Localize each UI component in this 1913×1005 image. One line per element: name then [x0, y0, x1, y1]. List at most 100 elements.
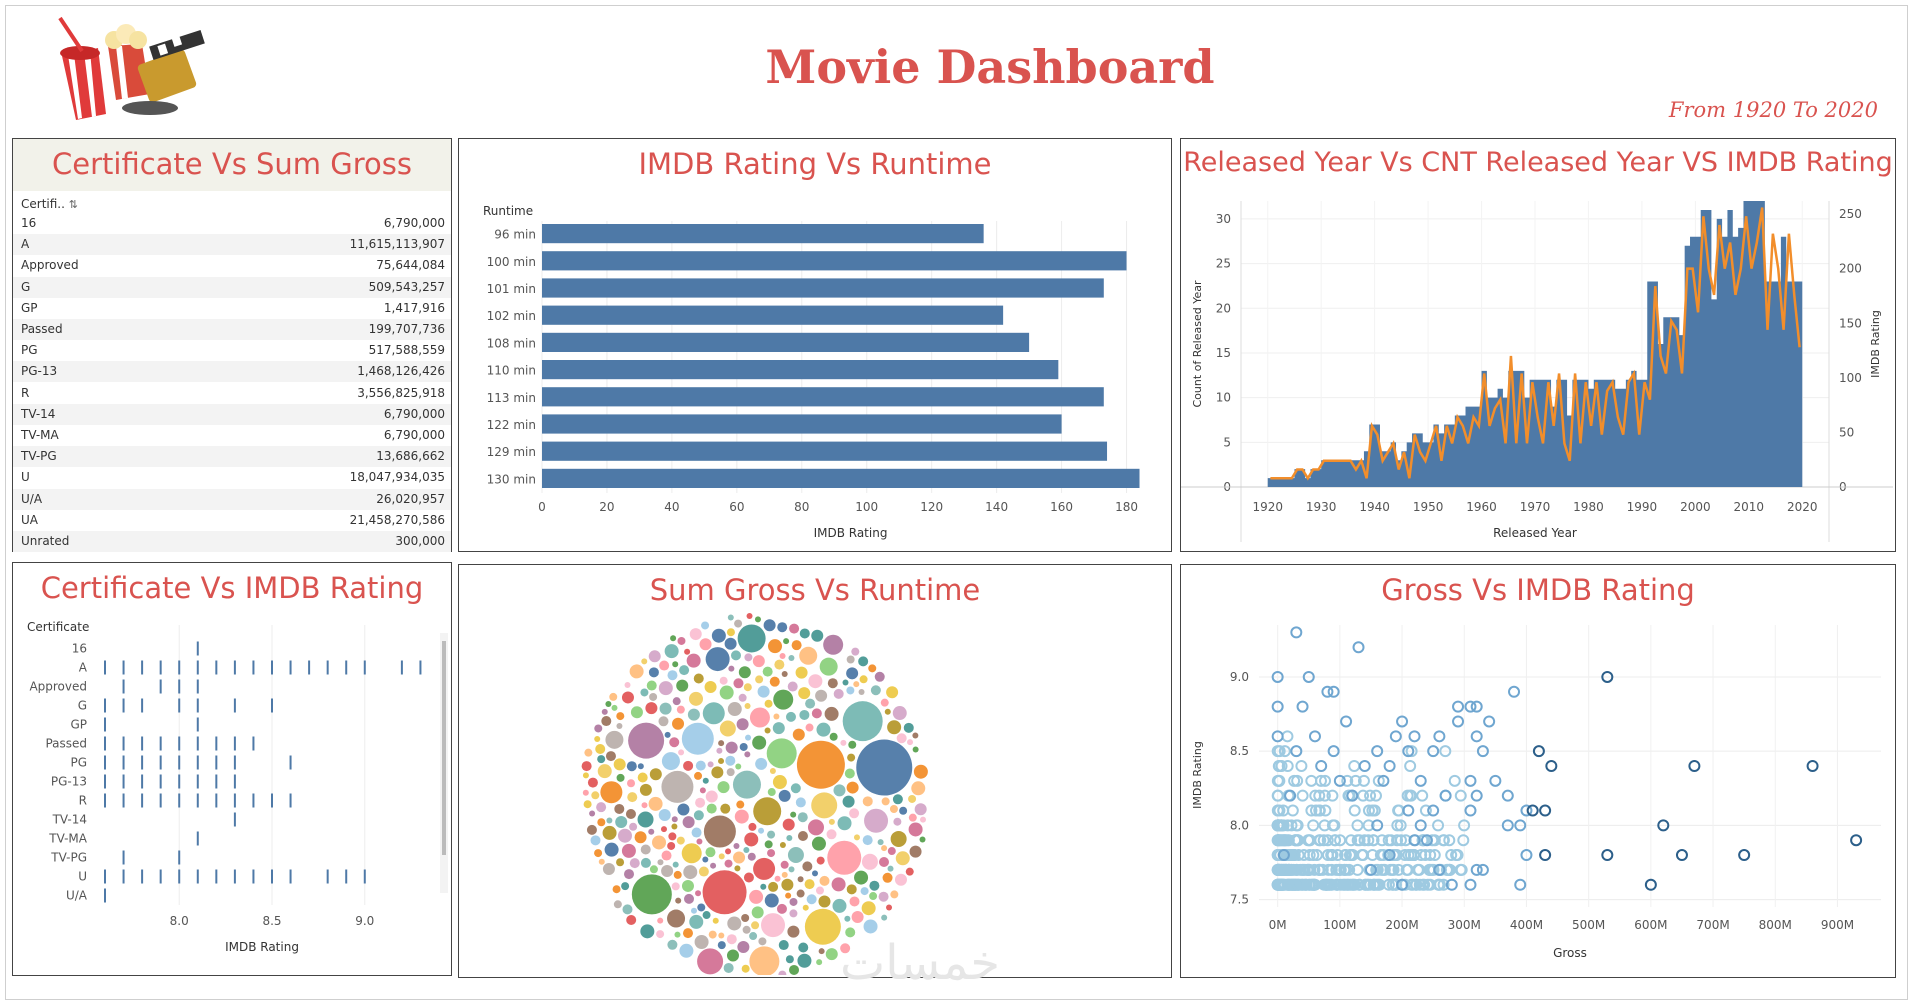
bubble — [749, 932, 758, 941]
table-row[interactable]: G 509,543,257 — [13, 276, 451, 298]
bubble — [718, 740, 725, 747]
bubble — [679, 943, 694, 958]
scatter-point — [1445, 878, 1458, 891]
y-tick-label: PG-13 — [51, 775, 87, 789]
scatter-point — [1452, 715, 1465, 728]
bubble — [782, 818, 795, 831]
scatter-point — [1302, 863, 1315, 876]
x-tick-label: 1920 — [1252, 500, 1283, 514]
bubble — [711, 628, 726, 643]
x-tick-label: 0M — [1269, 918, 1287, 932]
bubble — [764, 727, 771, 734]
scatter-point — [1307, 849, 1320, 862]
table-row[interactable]: U/A 26,020,957 — [13, 488, 451, 510]
bubble — [868, 664, 877, 673]
gross-cell: 75,644,084 — [376, 258, 445, 273]
scatter-point — [1464, 878, 1477, 891]
bubble — [797, 953, 812, 968]
bubble — [783, 638, 790, 645]
bubble — [667, 841, 676, 850]
table-row[interactable]: Passed 199,707,736 — [13, 319, 451, 340]
table-row[interactable]: Unrated 300,000 — [13, 531, 451, 552]
y-tick-label: 129 min — [487, 445, 536, 459]
table-row[interactable]: UA 21,458,270,586 — [13, 510, 451, 531]
sort-icon[interactable]: ⇅ — [68, 198, 78, 211]
scatter-point — [1437, 834, 1450, 847]
column-header[interactable]: Certifi.. ⇅ — [21, 197, 78, 211]
bubble — [676, 836, 685, 845]
x-tick-label: 400M — [1510, 918, 1543, 932]
bubble — [893, 817, 902, 826]
table-row[interactable]: Approved 75,644,084 — [13, 255, 451, 276]
bubble — [673, 870, 682, 879]
bubble — [736, 718, 749, 731]
bubble — [738, 666, 751, 679]
bar — [542, 441, 1108, 461]
bubble — [604, 842, 619, 857]
bubble — [672, 717, 685, 730]
bar — [542, 278, 1104, 298]
bubble — [664, 731, 671, 738]
y2-tick-label: 100 — [1839, 371, 1862, 385]
bubble — [869, 892, 878, 901]
table-row[interactable]: R 3,556,825,918 — [13, 383, 451, 404]
scatter-point — [1675, 849, 1688, 862]
scatter-point — [1291, 834, 1304, 847]
y-tick-label: TV-PG — [50, 851, 87, 865]
scatter-point — [1358, 760, 1371, 772]
gross-cell: 6,790,000 — [383, 216, 445, 230]
bubble — [689, 914, 704, 929]
bubble — [628, 722, 665, 759]
scatter-point — [1433, 730, 1446, 743]
table-row[interactable]: U 18,047,934,035 — [13, 467, 451, 488]
bubble — [681, 722, 714, 755]
bubble — [726, 768, 735, 777]
bubble — [669, 737, 680, 748]
bubble — [780, 860, 789, 869]
y-tick-label: A — [79, 661, 88, 675]
table-row[interactable]: 16 6,790,000 — [13, 213, 451, 234]
bubble — [799, 709, 810, 720]
x-tick-label: 900M — [1821, 918, 1854, 932]
bubble — [677, 803, 690, 816]
scatter-point — [1349, 774, 1362, 787]
scatter-point — [1520, 849, 1533, 862]
bubble — [881, 845, 888, 852]
bubble — [589, 810, 596, 817]
bubble — [842, 701, 883, 742]
bubble — [719, 676, 728, 685]
bubble — [842, 679, 849, 686]
watermark: خمسات — [840, 935, 1001, 991]
bubble — [706, 803, 717, 814]
scatter-point — [1288, 774, 1301, 787]
bubble — [710, 862, 717, 869]
scatter-point — [1277, 849, 1290, 862]
table-row[interactable]: TV-14 6,790,000 — [13, 403, 451, 425]
bubble — [767, 788, 776, 797]
scatter-point — [1357, 789, 1370, 802]
y-tick-label: 8.5 — [1230, 744, 1249, 758]
table-row[interactable]: GP 1,417,916 — [13, 298, 451, 319]
bubble — [696, 838, 703, 845]
table-row[interactable]: TV-MA 6,790,000 — [13, 425, 451, 446]
table-row[interactable]: PG-13 1,468,126,426 — [13, 361, 451, 383]
bubble — [880, 698, 889, 707]
bubble — [606, 817, 613, 824]
bubble — [785, 892, 792, 899]
bubble — [831, 877, 846, 892]
bubble — [587, 777, 598, 788]
bubble — [862, 835, 873, 846]
table-row[interactable]: TV-PG 13,686,662 — [13, 446, 451, 468]
scatter-point — [1364, 789, 1377, 802]
certificate-cell: PG-13 — [21, 364, 58, 379]
table-row[interactable]: A 11,615,113,907 — [13, 234, 451, 256]
scatter-point — [1292, 878, 1305, 891]
bubble — [912, 746, 919, 753]
bubble — [773, 713, 780, 720]
table-row[interactable]: PG 517,588,559 — [13, 340, 451, 361]
bubble — [751, 906, 764, 919]
bubble — [667, 909, 686, 928]
bubble — [684, 648, 691, 655]
bubble — [828, 818, 835, 825]
y2-tick-label: 250 — [1839, 207, 1862, 221]
